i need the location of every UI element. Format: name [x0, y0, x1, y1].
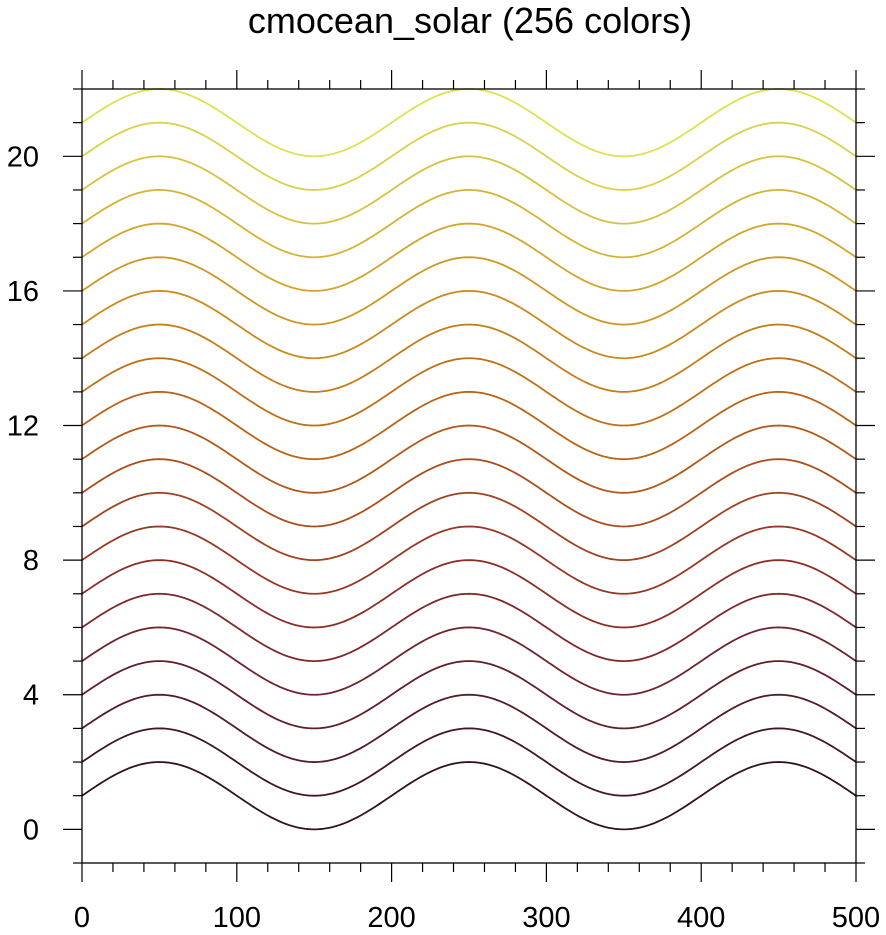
x-tick-label: 0	[74, 902, 90, 934]
series-line-11	[81, 390, 857, 461]
series-line-17	[81, 189, 857, 259]
y-tick-label: 12	[7, 411, 39, 443]
plot-frame	[81, 88, 857, 864]
series-line-19	[81, 121, 857, 191]
plot-lines	[81, 88, 857, 831]
series-line-5	[81, 592, 857, 662]
series-line-18	[81, 155, 857, 225]
axis-ticks	[63, 70, 875, 882]
x-axis-tick-labels: 0 100 200 300 400 500	[74, 902, 880, 934]
series-line-4	[81, 626, 857, 696]
series-line-9	[81, 458, 857, 528]
series-line-7	[81, 525, 857, 595]
chart-title: cmocean_solar (256 colors)	[248, 0, 692, 41]
x-tick-label: 100	[213, 902, 261, 934]
x-tick-label: 300	[522, 902, 570, 934]
series-line-0	[81, 761, 857, 831]
y-tick-label: 16	[7, 276, 39, 308]
y-tick-label: 0	[23, 814, 39, 846]
y-axis-tick-labels: 0 4 8 12 16 20	[7, 141, 39, 846]
y-tick-label: 20	[7, 141, 39, 173]
series-line-13	[81, 323, 857, 393]
series-line-15	[81, 256, 857, 326]
x-tick-label: 200	[367, 902, 415, 934]
series-line-6	[81, 559, 857, 629]
y-tick-label: 8	[23, 545, 39, 577]
series-line-2	[81, 693, 857, 763]
series-line-1	[81, 727, 857, 797]
series-line-12	[81, 357, 857, 427]
series-line-8	[81, 491, 857, 562]
x-tick-label: 400	[677, 902, 725, 934]
x-tick-label: 500	[832, 902, 880, 934]
series-line-14	[81, 290, 857, 360]
series-line-16	[81, 222, 857, 292]
series-line-3	[81, 660, 857, 730]
series-line-10	[81, 424, 857, 494]
y-tick-label: 4	[23, 680, 39, 712]
